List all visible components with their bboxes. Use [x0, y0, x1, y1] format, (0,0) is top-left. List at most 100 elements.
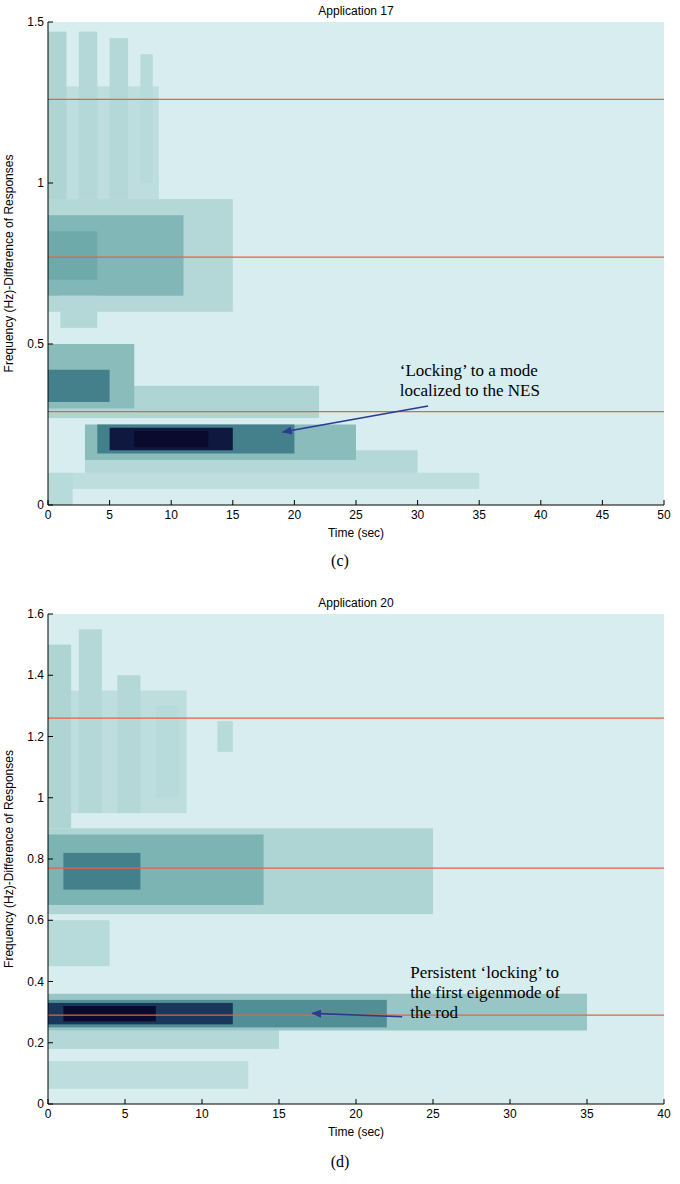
- y-tick: [48, 675, 53, 676]
- heatmap-cell: [217, 721, 232, 752]
- panel: Application 170510152025303540455000.511…: [2, 4, 671, 570]
- chart-title: Application 20: [318, 596, 394, 610]
- eigenfrequency-line: [48, 718, 664, 719]
- annotation-text: Persistent ‘locking’ to: [410, 963, 559, 982]
- y-tick: [48, 1042, 53, 1043]
- y-tick: [48, 859, 53, 860]
- x-tick: [602, 500, 603, 505]
- y-axis-title: Frequency (Hz)-Difference of Responses: [2, 155, 16, 373]
- heatmap-cell: [156, 706, 179, 798]
- heatmap-cell: [48, 473, 73, 505]
- x-tick: [232, 500, 233, 505]
- x-tick: [294, 500, 295, 505]
- x-tick-label: 5: [122, 1107, 129, 1121]
- x-tick-label: 15: [226, 508, 240, 522]
- x-tick-label: 10: [195, 1107, 209, 1121]
- heatmap-cell: [48, 370, 110, 402]
- heatmap-cell: [60, 296, 97, 328]
- y-tick-label: 0.5: [27, 337, 44, 351]
- x-tick: [356, 500, 357, 505]
- y-tick: [48, 614, 53, 615]
- x-tick: [417, 500, 418, 505]
- heatmap-cell: [48, 920, 110, 966]
- heatmap-cell: [110, 428, 233, 451]
- eigenfrequency-line: [48, 411, 664, 412]
- x-tick-label: 20: [349, 1107, 363, 1121]
- y-tick-label: 0.8: [27, 852, 44, 866]
- x-tick: [171, 500, 172, 505]
- heatmap-cell: [48, 199, 233, 312]
- heatmap-cell: [134, 431, 208, 447]
- x-axis-title: Time (sec): [328, 526, 384, 540]
- plot-background: [48, 22, 664, 505]
- x-tick: [109, 500, 110, 505]
- x-tick-label: 30: [503, 1107, 517, 1121]
- x-tick-label: 45: [596, 508, 610, 522]
- y-tick-label: 0: [37, 498, 44, 512]
- heatmap-cell: [48, 835, 264, 905]
- x-tick: [479, 500, 480, 505]
- x-tick: [540, 500, 541, 505]
- x-tick-label: 35: [473, 508, 487, 522]
- figure: Application 170510152025303540455000.511…: [0, 0, 680, 1184]
- panel-caption: (c): [331, 552, 349, 570]
- y-tick-label: 1.2: [27, 730, 44, 744]
- y-tick: [48, 920, 53, 921]
- y-tick: [48, 505, 53, 506]
- x-tick: [125, 1099, 126, 1104]
- chart-title: Application 17: [318, 4, 394, 18]
- page: {"chart_data": [ {"type": "heatmap", "ti…: [0, 0, 680, 1184]
- data-layer: [48, 629, 664, 1088]
- x-tick-label: 0: [45, 508, 52, 522]
- heatmap-cell: [97, 425, 294, 454]
- y-tick: [48, 736, 53, 737]
- x-tick: [587, 1099, 588, 1104]
- heatmap-cell: [48, 32, 66, 216]
- y-tick: [48, 183, 53, 184]
- y-tick-label: 1: [37, 791, 44, 805]
- y-tick-label: 0.4: [27, 975, 44, 989]
- x-tick-label: 40: [657, 1107, 671, 1121]
- y-tick-label: 1.6: [27, 607, 44, 621]
- x-tick-label: 35: [580, 1107, 594, 1121]
- heatmap-cell: [48, 344, 134, 408]
- annotation-arrow: [312, 1013, 402, 1016]
- x-tick: [356, 1099, 357, 1104]
- heatmap-cell: [48, 473, 479, 489]
- x-tick: [664, 500, 665, 505]
- y-axis-line: [48, 22, 49, 505]
- data-layer: [48, 32, 664, 505]
- x-tick-label: 5: [106, 508, 113, 522]
- eigenfrequency-line: [48, 868, 664, 869]
- annotation-text: the first eigenmode of: [410, 983, 560, 1002]
- x-tick-label: 50: [657, 508, 671, 522]
- x-tick-label: 25: [426, 1107, 440, 1121]
- annotation-text: the rod: [410, 1003, 458, 1022]
- heatmap-cell: [48, 828, 433, 914]
- annotation-text: localized to the NES: [400, 381, 540, 400]
- x-tick: [279, 1099, 280, 1104]
- annotation-text: ‘Locking’ to a mode: [400, 361, 538, 380]
- panel: Application 20051015202530354000.20.40.6…: [2, 596, 671, 1171]
- x-tick: [510, 1099, 511, 1104]
- x-tick-label: 20: [288, 508, 302, 522]
- y-tick: [48, 1104, 53, 1105]
- heatmap-cell: [48, 215, 184, 296]
- y-tick: [48, 22, 53, 23]
- heatmap-cell: [48, 231, 97, 279]
- annotation-arrow: [283, 406, 428, 432]
- heatmap-cell: [85, 425, 356, 460]
- heatmap-cell: [48, 645, 71, 829]
- heatmap-cell: [79, 32, 97, 199]
- x-tick: [202, 1099, 203, 1104]
- x-tick-label: 40: [534, 508, 548, 522]
- heatmap-cell: [63, 1006, 155, 1021]
- x-tick: [664, 1099, 665, 1104]
- x-tick-label: 0: [45, 1107, 52, 1121]
- x-tick: [48, 1099, 49, 1104]
- x-tick: [48, 500, 49, 505]
- plot-background: [48, 614, 664, 1104]
- x-axis-title: Time (sec): [328, 1125, 384, 1139]
- y-tick-label: 0: [37, 1097, 44, 1111]
- heatmap-cell: [140, 54, 152, 183]
